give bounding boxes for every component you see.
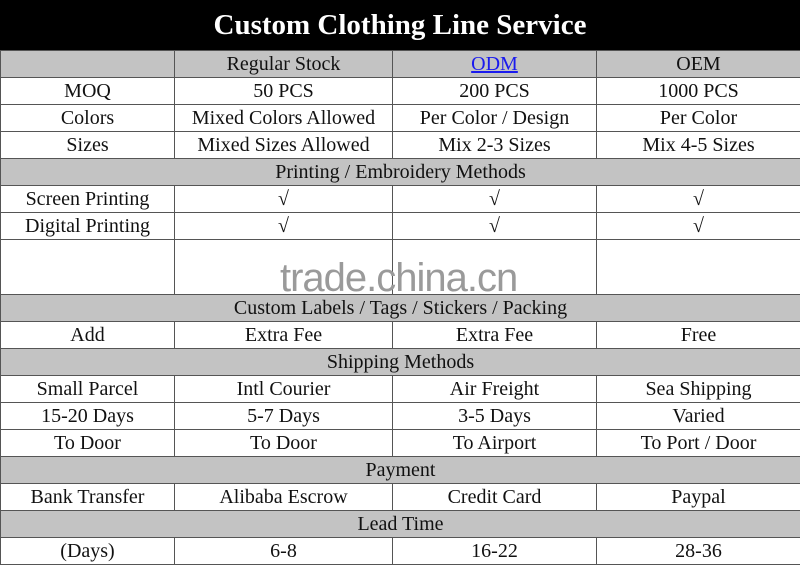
table-cell: Air Freight (392, 375, 597, 403)
table-cell: Per Color (596, 104, 800, 132)
table-cell: Mix 2-3 Sizes (392, 131, 597, 159)
table-row: MOQ 50 PCS 200 PCS 1000 PCS (0, 77, 800, 105)
table-row: Bank Transfer Alibaba Escrow Credit Card Pa… (0, 483, 800, 511)
table-cell: Digital Printing (0, 212, 175, 240)
table-cell: Varied (596, 402, 800, 430)
table-row: To Door To Door To Airport To Port / Door (0, 429, 800, 457)
printing-header: Printing / Embroidery Methods (0, 158, 800, 186)
section-header: Lead Time (0, 510, 800, 538)
lead-time-header: Lead Time (0, 510, 800, 538)
table-cell: (Days) (0, 537, 175, 565)
table-row: Sizes Mixed Sizes Allowed Mix 2-3 Sizes Mix… (0, 131, 800, 159)
table-cell: √ (596, 185, 800, 213)
table-cell: Alibaba Escrow (174, 483, 393, 511)
table-cell: Extra Fee (174, 321, 393, 349)
table-cell: 5-7 Days (174, 402, 393, 430)
section-header: Payment (0, 456, 800, 484)
table-cell: 28-36 (596, 537, 800, 565)
table-cell: Regular Stock (174, 50, 393, 78)
table-cell: 1000 PCS (596, 77, 800, 105)
table-row: (Days) 6-8 16-22 28-36 (0, 537, 800, 565)
table-cell: Credit Card (392, 483, 597, 511)
table-cell: Sizes (0, 131, 175, 159)
table-row: Add Extra Fee Extra Fee Free (0, 321, 800, 349)
table-cell: Bank Transfer (0, 483, 175, 511)
table-cell: √ (392, 185, 597, 213)
table-cell: Mixed Sizes Allowed (174, 131, 393, 159)
labels-header: Custom Labels / Tags / Stickers / Packin… (0, 294, 800, 322)
table-cell: Free (596, 321, 800, 349)
table-cell: 15-20 Days (0, 402, 175, 430)
table-cell: Extra Fee (392, 321, 597, 349)
table-cell: MOQ (0, 77, 175, 105)
payment-header: Payment (0, 456, 800, 484)
table-cell: To Port / Door (596, 429, 800, 457)
table-row: Colors Mixed Colors Allowed Per Color / De… (0, 104, 800, 132)
table-row: Digital Printing √ √ √ (0, 212, 800, 240)
table-cell (0, 50, 175, 78)
table-cell: Mixed Colors Allowed (174, 104, 393, 132)
table-cell: √ (392, 212, 597, 240)
table-cell: ODM (392, 50, 597, 78)
table-cell (596, 239, 800, 295)
table-cell: Colors (0, 104, 175, 132)
table-cell: 200 PCS (392, 77, 597, 105)
table-row: 15-20 Days 5-7 Days 3-5 Days Varied (0, 402, 800, 430)
table-cell: To Airport (392, 429, 597, 457)
table-cell: √ (174, 185, 393, 213)
table-cell: Add (0, 321, 175, 349)
table-cell: √ (174, 212, 393, 240)
table-cell: 3-5 Days (392, 402, 597, 430)
table-row: Small Parcel Intl Courier Air Freight Sea S… (0, 375, 800, 403)
table-cell: To Door (174, 429, 393, 457)
table-cell (0, 239, 175, 295)
table-cell: Per Color / Design (392, 104, 597, 132)
table-cell: Screen Printing (0, 185, 175, 213)
watermark: trade.china.cn (280, 256, 518, 300)
table-cell: Sea Shipping (596, 375, 800, 403)
table-cell: Paypal (596, 483, 800, 511)
table-cell: OEM (596, 50, 800, 78)
service-table: Regular Stock ODM OEM MOQ 50 PCS 200 PCS 1000 … (0, 50, 800, 565)
column-header-row: Regular Stock ODM OEM (0, 50, 800, 78)
table-cell: 16-22 (392, 537, 597, 565)
page-title: Custom Clothing Line Service (0, 0, 800, 50)
table-cell: 6-8 (174, 537, 393, 565)
table-cell: 50 PCS (174, 77, 393, 105)
table-cell: Intl Courier (174, 375, 393, 403)
table-row: Screen Printing √ √ √ (0, 185, 800, 213)
section-header: Printing / Embroidery Methods (0, 158, 800, 186)
section-header: Custom Labels / Tags / Stickers / Packin… (0, 294, 800, 322)
table-cell: √ (596, 212, 800, 240)
shipping-header: Shipping Methods (0, 348, 800, 376)
table-cell: To Door (0, 429, 175, 457)
section-header: Shipping Methods (0, 348, 800, 376)
table-cell: Mix 4-5 Sizes (596, 131, 800, 159)
table-cell (392, 239, 597, 295)
odm-link[interactable]: ODM (471, 53, 518, 75)
table-cell: Small Parcel (0, 375, 175, 403)
